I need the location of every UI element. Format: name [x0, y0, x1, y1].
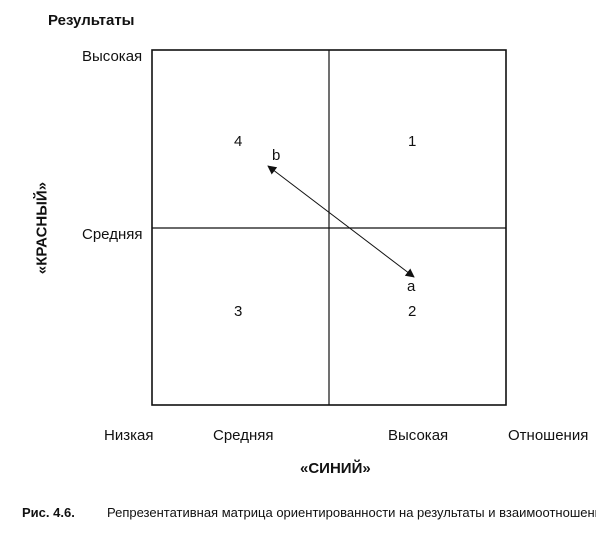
point-label-a: a: [407, 278, 416, 295]
figure-number: Рис. 4.6.: [22, 505, 75, 520]
x-axis-title: «СИНИЙ»: [300, 460, 371, 477]
y-tick-high: Высокая: [82, 48, 143, 65]
x-tick-relations: Отношения: [508, 427, 589, 444]
movement-arrow: [267, 165, 415, 278]
x-tick-medium: Средняя: [213, 427, 274, 444]
quadrant-label-4: 4: [234, 133, 242, 150]
figure-caption: Репрезентативная матрица ориентированнос…: [107, 505, 596, 520]
quadrant-label-1: 1: [408, 133, 416, 150]
x-tick-high: Высокая: [388, 427, 449, 444]
quadrant-label-3: 3: [234, 303, 242, 320]
y-axis-title: Результаты: [48, 12, 135, 29]
x-tick-low: Низкая: [104, 427, 154, 444]
point-label-b: b: [272, 147, 280, 164]
y-tick-medium: Средняя: [82, 226, 143, 243]
quadrant-label-2: 2: [408, 303, 416, 320]
